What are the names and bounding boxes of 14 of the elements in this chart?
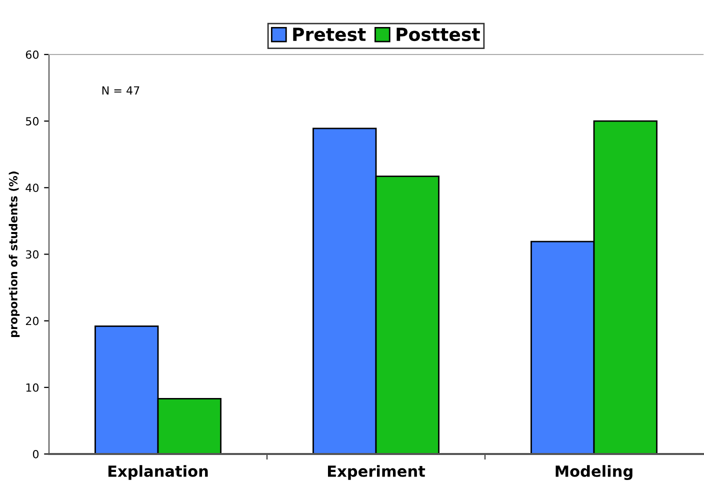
y-tick-label: 30 xyxy=(26,250,39,259)
y-tick-label: 60 xyxy=(26,50,39,59)
x-tick-label: Experiment xyxy=(328,465,426,480)
legend-label: Posttest xyxy=(396,28,480,42)
y-axis-title: proportion of students (%) xyxy=(8,172,20,337)
y-tick-label: 10 xyxy=(26,383,39,392)
x-tick-label: Explanation xyxy=(108,465,208,480)
legend-label: Pretest xyxy=(293,28,366,42)
annotation: N = 47 xyxy=(102,86,140,94)
y-tick-label: 20 xyxy=(26,316,39,326)
y-tick-label: 50 xyxy=(26,117,39,126)
x-tick-label: Modeling xyxy=(556,465,632,480)
y-tick-label: 40 xyxy=(26,184,39,192)
y-tick-label: 0 xyxy=(32,450,39,458)
